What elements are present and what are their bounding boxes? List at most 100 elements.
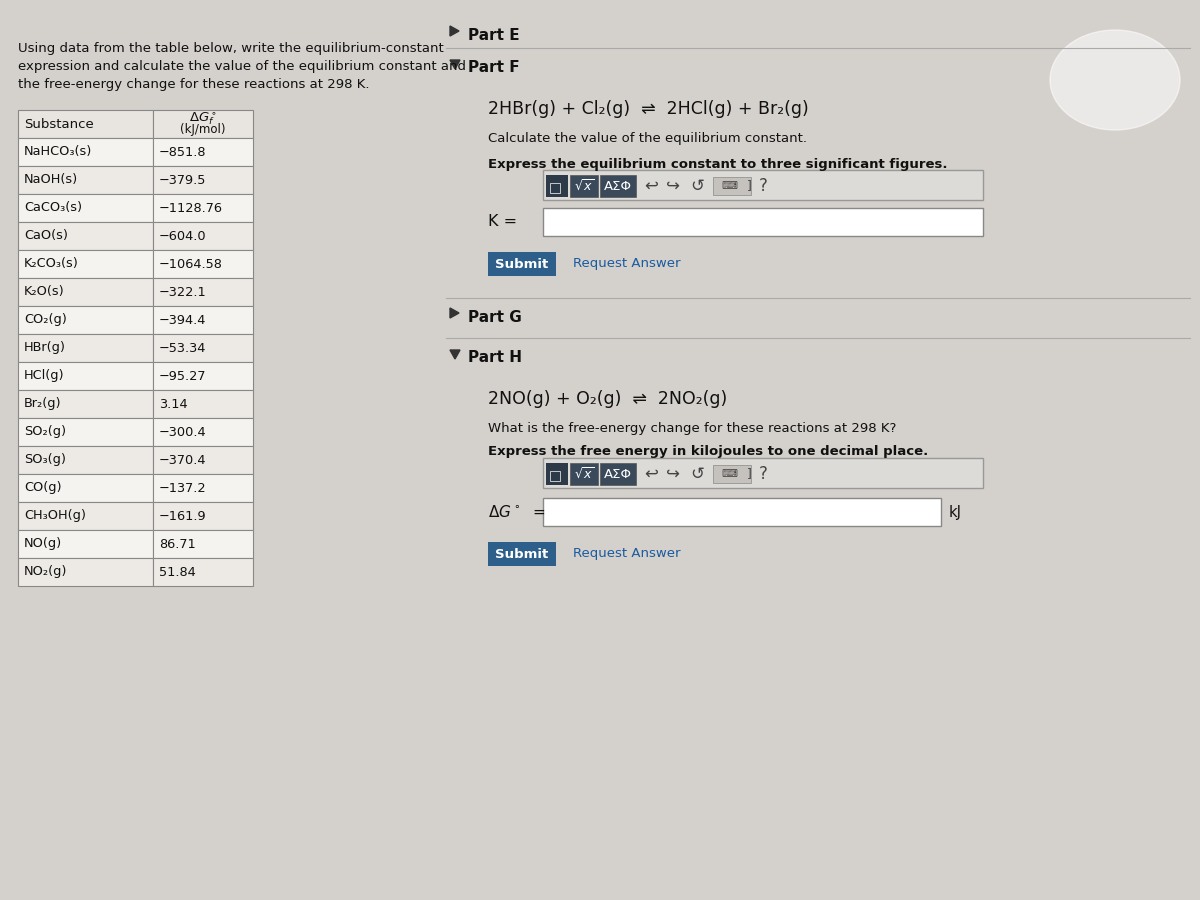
Text: 86.71: 86.71: [158, 537, 196, 551]
Text: ⌨: ⌨: [721, 469, 737, 479]
Text: −95.27: −95.27: [158, 370, 206, 382]
Text: ΑΣΦ: ΑΣΦ: [604, 467, 632, 481]
FancyBboxPatch shape: [154, 390, 253, 418]
FancyBboxPatch shape: [154, 110, 253, 138]
Text: ↪: ↪: [666, 465, 680, 483]
Text: −322.1: −322.1: [158, 285, 206, 299]
FancyBboxPatch shape: [18, 166, 154, 194]
FancyBboxPatch shape: [154, 194, 253, 222]
FancyBboxPatch shape: [154, 278, 253, 306]
Text: Substance: Substance: [24, 118, 94, 130]
FancyBboxPatch shape: [18, 362, 154, 390]
Text: −370.4: −370.4: [158, 454, 206, 466]
FancyBboxPatch shape: [542, 170, 983, 200]
FancyBboxPatch shape: [154, 334, 253, 362]
Text: Express the equilibrium constant to three significant figures.: Express the equilibrium constant to thre…: [488, 158, 948, 171]
FancyBboxPatch shape: [154, 250, 253, 278]
Text: K₂CO₃(s): K₂CO₃(s): [24, 257, 79, 271]
Text: ]: ]: [746, 179, 752, 193]
Text: HCl(g): HCl(g): [24, 370, 65, 382]
Text: CaCO₃(s): CaCO₃(s): [24, 202, 82, 214]
Text: NO₂(g): NO₂(g): [24, 565, 67, 579]
Text: ↩: ↩: [644, 465, 658, 483]
FancyBboxPatch shape: [546, 175, 568, 197]
FancyBboxPatch shape: [154, 558, 253, 586]
Polygon shape: [450, 308, 458, 318]
Text: 2NO(g) + O₂(g)  ⇌  2NO₂(g): 2NO(g) + O₂(g) ⇌ 2NO₂(g): [488, 390, 727, 408]
Text: 3.14: 3.14: [158, 398, 187, 410]
Polygon shape: [450, 26, 458, 36]
Text: Request Answer: Request Answer: [574, 257, 680, 271]
Text: −137.2: −137.2: [158, 482, 206, 494]
FancyBboxPatch shape: [713, 177, 751, 195]
Text: ?: ?: [758, 465, 768, 483]
FancyBboxPatch shape: [154, 502, 253, 530]
FancyBboxPatch shape: [18, 334, 154, 362]
FancyBboxPatch shape: [713, 465, 751, 483]
Text: ⌨: ⌨: [721, 181, 737, 191]
Text: $\sqrt{x}$: $\sqrt{x}$: [574, 178, 594, 194]
Text: kJ: kJ: [949, 505, 962, 519]
FancyBboxPatch shape: [542, 208, 983, 236]
Text: ?: ?: [758, 177, 768, 195]
FancyBboxPatch shape: [154, 222, 253, 250]
Text: Submit: Submit: [496, 257, 548, 271]
FancyBboxPatch shape: [18, 558, 154, 586]
FancyBboxPatch shape: [550, 183, 560, 193]
FancyBboxPatch shape: [488, 542, 556, 566]
FancyBboxPatch shape: [488, 252, 556, 276]
Text: −851.8: −851.8: [158, 146, 206, 158]
Text: −604.0: −604.0: [158, 230, 206, 242]
Text: ]: ]: [746, 467, 752, 481]
FancyBboxPatch shape: [18, 390, 154, 418]
FancyBboxPatch shape: [600, 175, 636, 197]
FancyBboxPatch shape: [542, 458, 983, 488]
Text: −1128.76: −1128.76: [158, 202, 223, 214]
Text: SO₂(g): SO₂(g): [24, 426, 66, 438]
Text: Part G: Part G: [468, 310, 522, 325]
Text: NO(g): NO(g): [24, 537, 62, 551]
FancyBboxPatch shape: [18, 110, 154, 138]
FancyBboxPatch shape: [154, 362, 253, 390]
Text: $\sqrt{x}$: $\sqrt{x}$: [574, 466, 594, 482]
FancyBboxPatch shape: [18, 138, 154, 166]
FancyBboxPatch shape: [570, 463, 598, 485]
FancyBboxPatch shape: [18, 306, 154, 334]
Text: K₂O(s): K₂O(s): [24, 285, 65, 299]
Text: ↺: ↺: [690, 465, 704, 483]
Text: CaO(s): CaO(s): [24, 230, 68, 242]
FancyBboxPatch shape: [18, 194, 154, 222]
FancyBboxPatch shape: [154, 138, 253, 166]
Text: −1064.58: −1064.58: [158, 257, 223, 271]
Text: −161.9: −161.9: [158, 509, 206, 523]
Text: NaOH(s): NaOH(s): [24, 174, 78, 186]
Text: CO₂(g): CO₂(g): [24, 313, 67, 327]
Text: Part H: Part H: [468, 350, 522, 365]
FancyBboxPatch shape: [18, 278, 154, 306]
FancyBboxPatch shape: [154, 418, 253, 446]
Polygon shape: [450, 60, 460, 69]
FancyBboxPatch shape: [18, 474, 154, 502]
Text: Request Answer: Request Answer: [574, 547, 680, 561]
Text: −300.4: −300.4: [158, 426, 206, 438]
FancyBboxPatch shape: [154, 474, 253, 502]
Text: Express the free energy in kilojoules to one decimal place.: Express the free energy in kilojoules to…: [488, 445, 929, 458]
Text: Part F: Part F: [468, 60, 520, 75]
Text: Part E: Part E: [468, 28, 520, 43]
FancyBboxPatch shape: [18, 446, 154, 474]
Text: 51.84: 51.84: [158, 565, 196, 579]
FancyBboxPatch shape: [18, 250, 154, 278]
FancyBboxPatch shape: [550, 471, 560, 481]
Text: $\Delta G^\circ_f$: $\Delta G^\circ_f$: [188, 111, 217, 128]
Text: K =: K =: [488, 214, 517, 230]
Text: SO₃(g): SO₃(g): [24, 454, 66, 466]
FancyBboxPatch shape: [546, 463, 568, 485]
Text: CO(g): CO(g): [24, 482, 61, 494]
Text: HBr(g): HBr(g): [24, 341, 66, 355]
Text: −379.5: −379.5: [158, 174, 206, 186]
FancyBboxPatch shape: [570, 175, 598, 197]
Text: CH₃OH(g): CH₃OH(g): [24, 509, 86, 523]
Text: −53.34: −53.34: [158, 341, 206, 355]
FancyBboxPatch shape: [154, 446, 253, 474]
FancyBboxPatch shape: [18, 418, 154, 446]
